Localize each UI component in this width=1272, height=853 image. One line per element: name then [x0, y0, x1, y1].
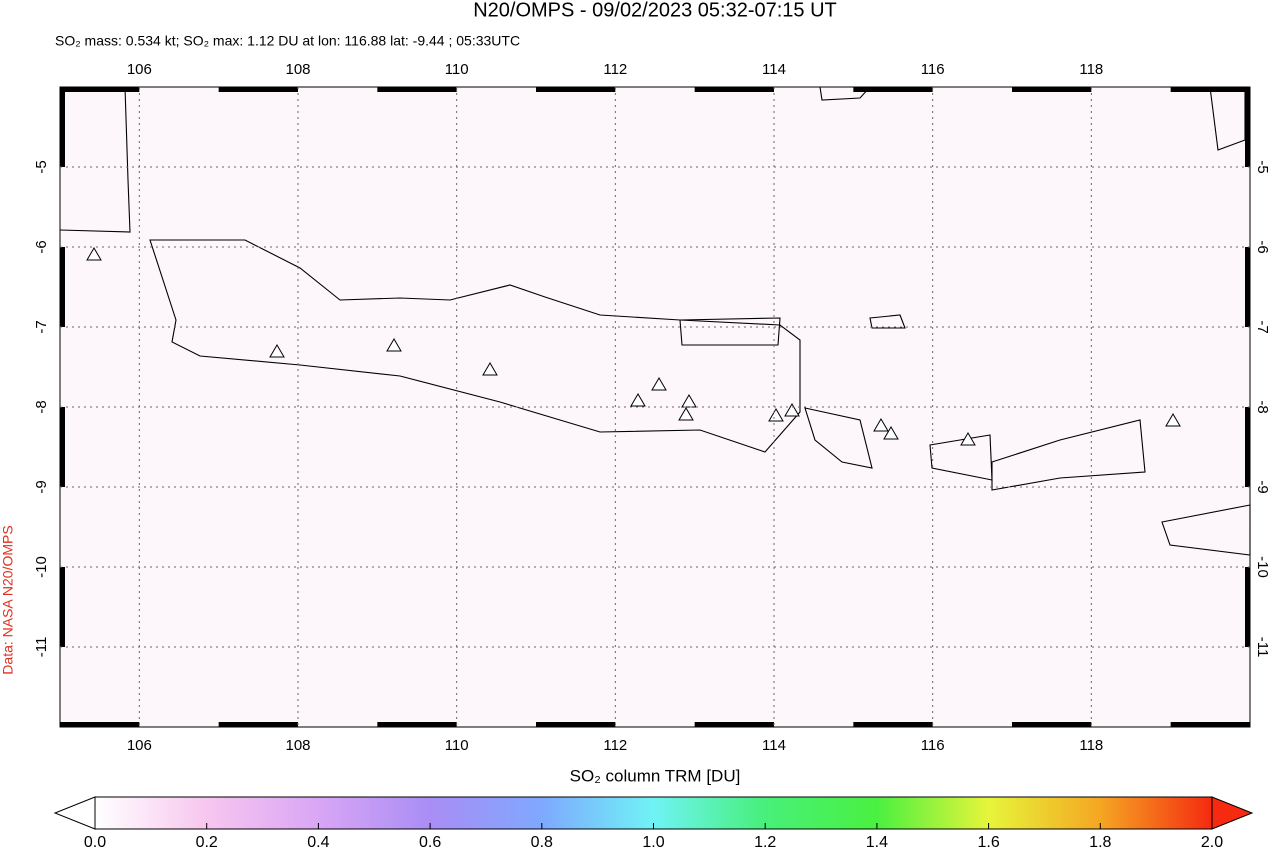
frame-bar: [377, 722, 457, 727]
frame-bar: [60, 247, 65, 327]
x-tick-label: 116: [921, 737, 945, 754]
frame-bar: [60, 722, 140, 727]
frame-bar: [694, 722, 774, 727]
colorbar-tick-label: 0.0: [84, 834, 106, 851]
x-tick-label: 108: [285, 61, 310, 78]
y-tick-label: -8: [1254, 400, 1271, 413]
frame-bar: [1012, 722, 1092, 727]
frame-bar: [853, 87, 933, 92]
colorbar-tick-label: 1.6: [977, 834, 999, 851]
y-tick-label: -11: [1254, 637, 1271, 658]
frame-bar: [1245, 87, 1250, 167]
y-tick-label: -7: [33, 320, 50, 333]
subtitle: SO₂ mass: 0.534 kt; SO₂ max: 1.12 DU at …: [55, 33, 520, 49]
x-tick-label: 110: [445, 737, 469, 754]
axes: 106 106 108 108 110 110 112 112 114 114 116 116 118 1…: [33, 61, 1271, 754]
x-tick-label: 118: [1079, 737, 1103, 754]
y-tick-label: -9: [1254, 480, 1271, 493]
frame-bar: [1245, 247, 1250, 327]
frame-bar: [536, 722, 616, 727]
colorbar-tick-label: 1.8: [1089, 834, 1111, 851]
x-tick-label: 106: [127, 737, 152, 754]
y-tick-label: -5: [1254, 160, 1271, 173]
x-tick-label: 114: [762, 737, 786, 754]
frame-bar: [218, 87, 298, 92]
frame-bar: [1170, 722, 1250, 727]
x-tick-label: 112: [603, 737, 627, 754]
colorbar-over: [1211, 796, 1254, 830]
y-tick-label: -6: [33, 240, 50, 253]
title: N20/OMPS - 09/02/2023 05:32-07:15 UT: [473, 0, 837, 21]
colorbar-tick-label: 1.2: [754, 834, 776, 851]
y-tick-label: -6: [1254, 240, 1271, 253]
x-tick-label: 112: [603, 61, 627, 78]
frame-bar: [1012, 87, 1092, 92]
y-tick-label: -9: [33, 480, 50, 493]
frame-bar: [60, 407, 65, 487]
frame-bar: [1170, 87, 1250, 92]
y-tick-label: -10: [1254, 556, 1271, 578]
frame-bar: [60, 87, 140, 92]
frame-bar: [60, 567, 65, 647]
frame-bar: [1245, 567, 1250, 647]
frame-bar: [60, 87, 65, 167]
y-tick-label: -7: [1254, 320, 1271, 333]
x-tick-label: 110: [445, 61, 469, 78]
y-tick-label: -8: [33, 400, 50, 413]
colorbar-under: [53, 796, 96, 830]
frame-bar: [853, 722, 933, 727]
colorbar-tick-label: 0.6: [419, 834, 441, 851]
x-tick-label: 116: [921, 61, 945, 78]
colorbar-tick-label: 0.8: [531, 834, 553, 851]
x-tick-label: 118: [1079, 61, 1103, 78]
frame-bar: [377, 87, 457, 92]
y-tick-label: -11: [33, 637, 50, 658]
x-tick-label: 108: [285, 737, 310, 754]
volcanoes: [86, 247, 1181, 446]
x-tick-label: 114: [762, 61, 786, 78]
colorbar-tick-label: 1.0: [642, 834, 664, 851]
colorbar-tick-label: 1.4: [866, 834, 888, 851]
x-tick-label: 106: [127, 61, 152, 78]
frame-bar: [694, 87, 774, 92]
colorbar-tick-label: 0.2: [196, 834, 218, 851]
frame-bar: [1245, 407, 1250, 487]
frame-bar: [218, 722, 298, 727]
frame-bar: [536, 87, 616, 92]
y-tick-label: -10: [33, 556, 50, 578]
credit: Data: NASA N20/OMPS: [0, 525, 16, 674]
colorbar-tick-label: 0.4: [307, 834, 329, 851]
colorbar-tick-label: 2.0: [1201, 834, 1223, 851]
colorbar-label: SO₂ column TRM [DU]: [570, 766, 741, 785]
y-tick-label: -5: [33, 160, 50, 173]
